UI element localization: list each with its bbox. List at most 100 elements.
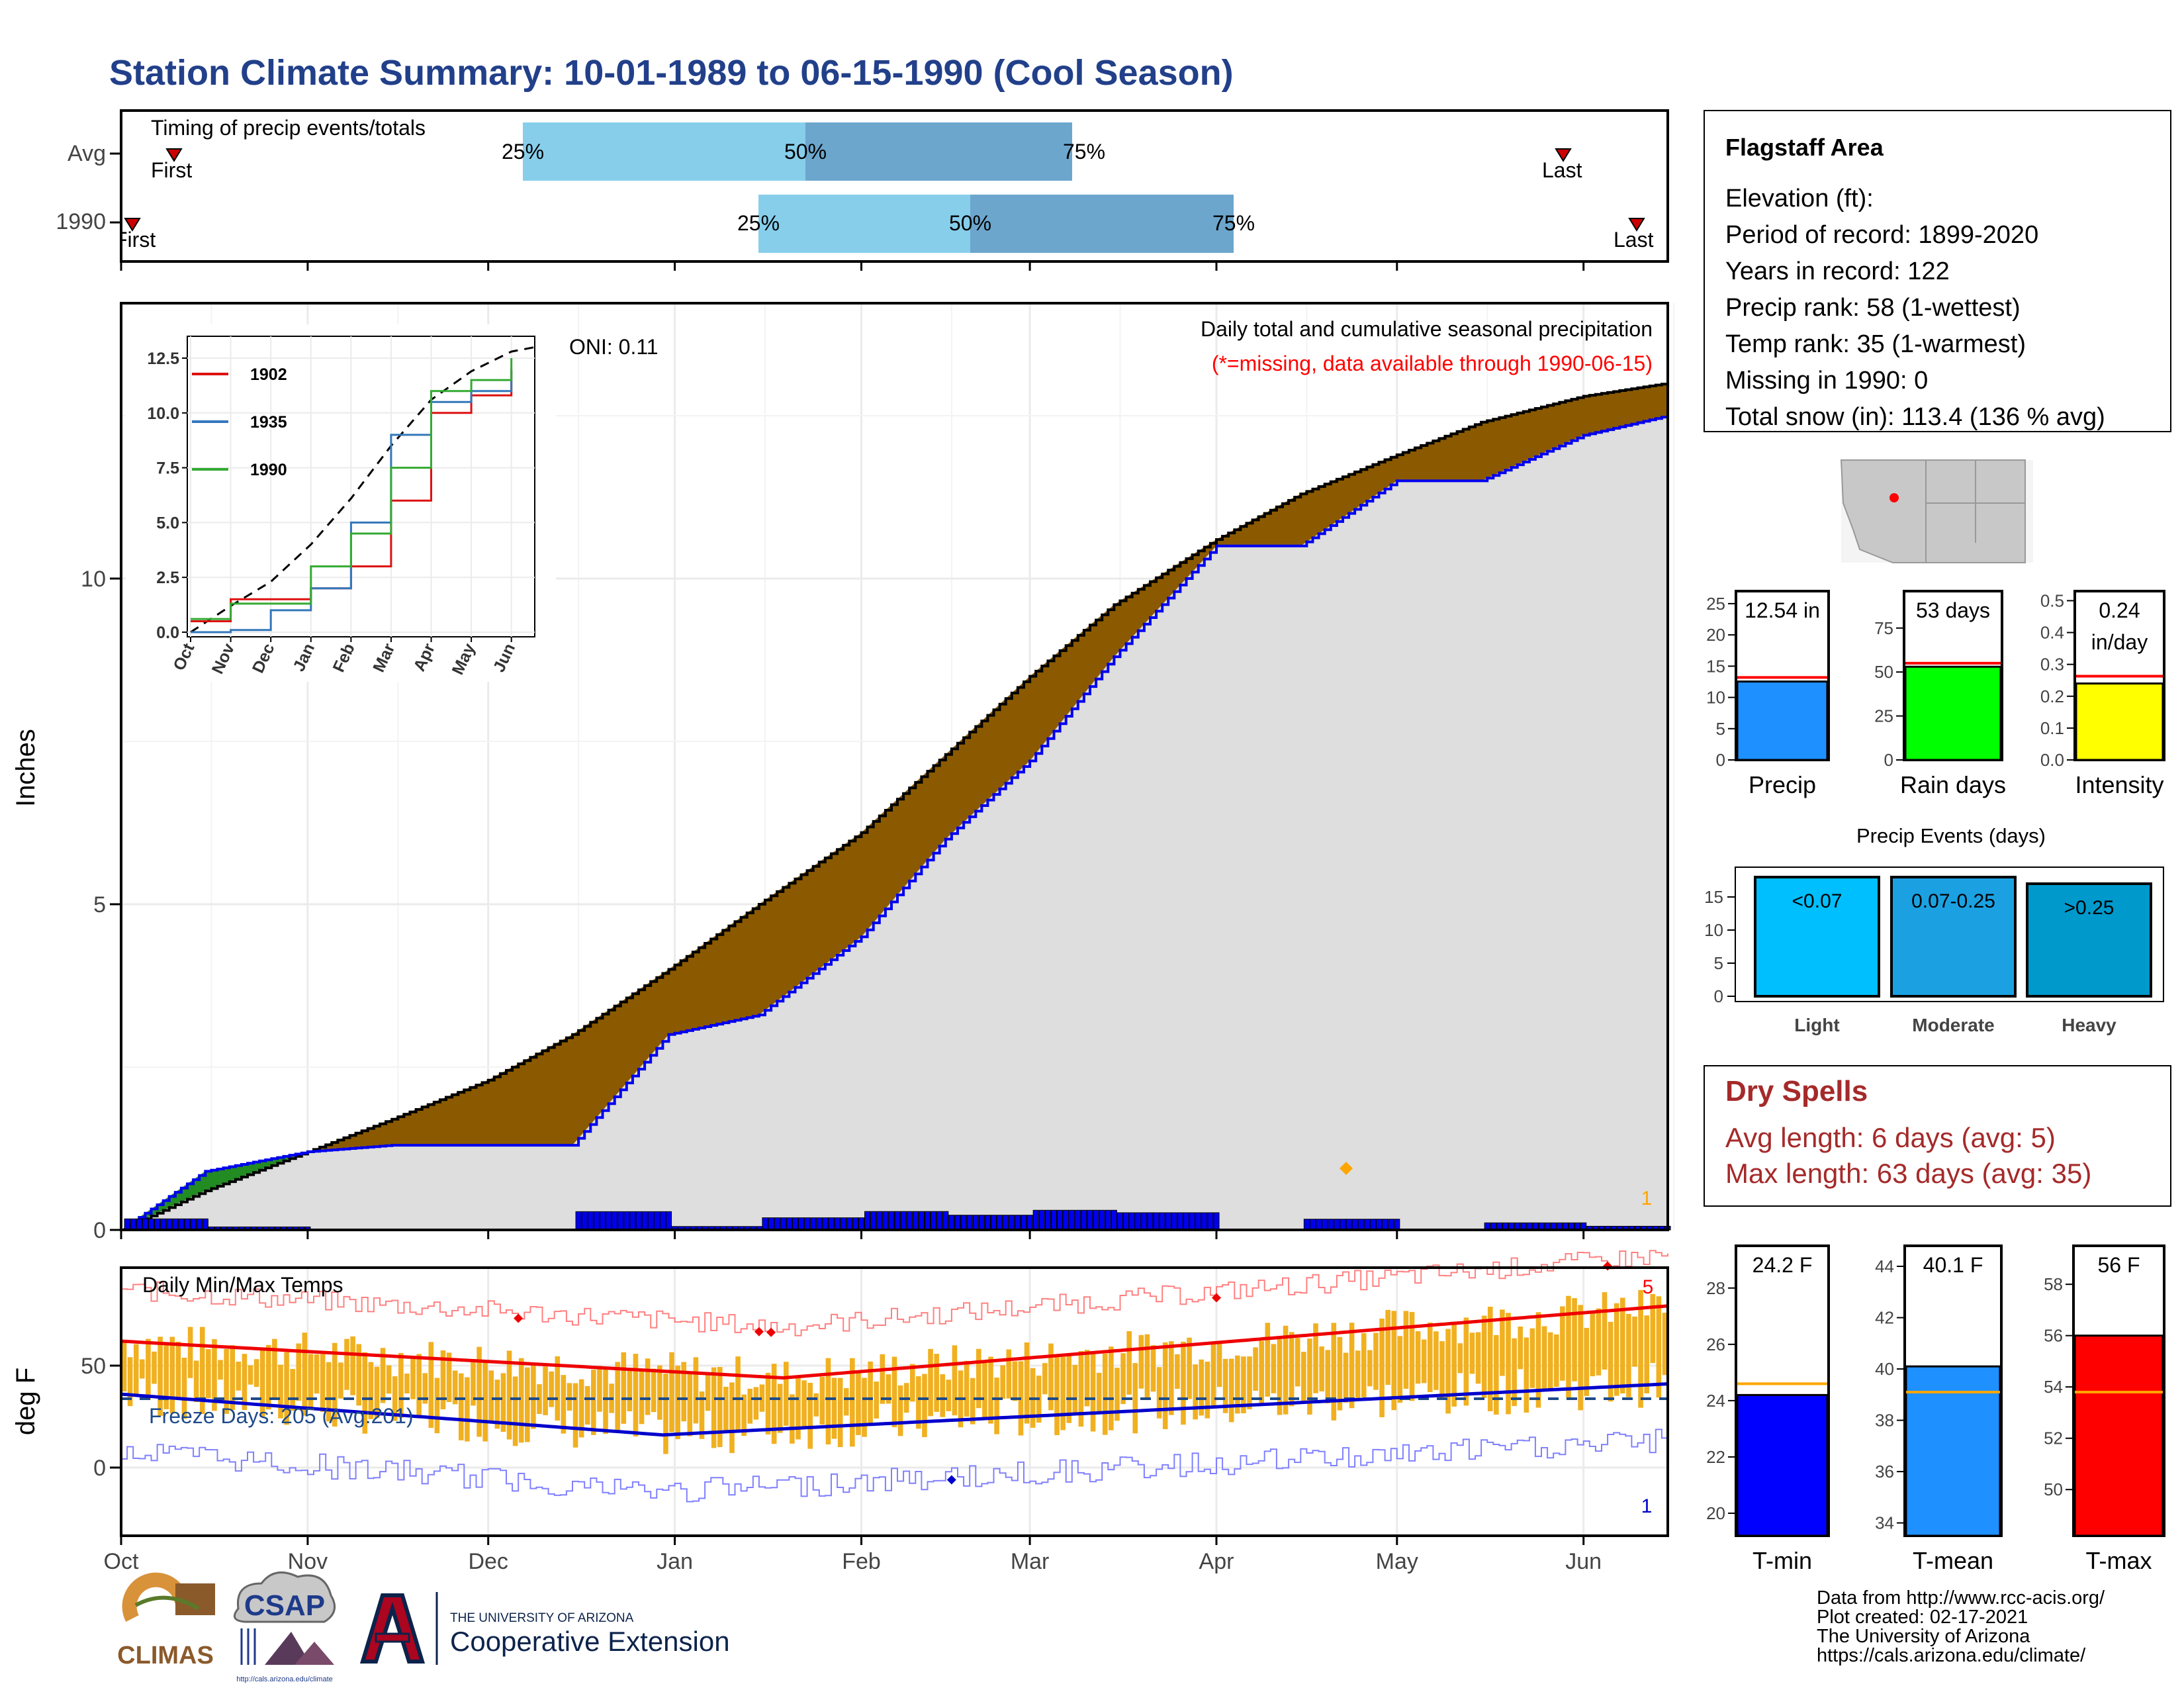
temp-range-bar xyxy=(422,1373,428,1404)
daily-precip-bar xyxy=(1328,1219,1334,1231)
daily-precip-bar xyxy=(184,1218,191,1231)
tick-label: 22 xyxy=(1706,1447,1725,1467)
temp-range-bar xyxy=(265,1344,271,1410)
daily-precip-bar xyxy=(1105,1209,1111,1231)
temp-range-bar xyxy=(1379,1318,1385,1417)
daily-precip-bar xyxy=(1345,1219,1352,1231)
temp-range-bar xyxy=(1373,1333,1379,1390)
inset-legend-label: 1935 xyxy=(250,413,287,432)
temp-range-bar xyxy=(1325,1350,1331,1404)
temp-range-bar xyxy=(964,1360,970,1417)
daily-precip-bar xyxy=(1159,1212,1165,1231)
daily-precip-bar xyxy=(864,1211,871,1231)
temp-range-bar xyxy=(1584,1327,1590,1396)
daily-precip-bar xyxy=(936,1211,943,1231)
daily-precip-bar xyxy=(816,1217,823,1231)
temp-range-bar xyxy=(416,1354,422,1418)
temp-range-bar xyxy=(928,1348,933,1417)
daily-precip-bar xyxy=(1177,1212,1183,1231)
temp-range-bar xyxy=(651,1368,657,1413)
inset-ytick-label: 2.5 xyxy=(156,569,179,587)
ua-line2: Cooperative Extension xyxy=(450,1626,730,1657)
daily-precip-bar xyxy=(804,1217,811,1231)
temp-range-bar xyxy=(296,1343,302,1401)
tick-label: 36 xyxy=(1875,1462,1894,1481)
temp-range-bar xyxy=(356,1344,361,1406)
daily-precip-bar xyxy=(1340,1219,1346,1231)
temp-range-bar xyxy=(1301,1352,1306,1403)
daily-precip-bar xyxy=(612,1211,618,1231)
daily-precip-bar xyxy=(978,1215,985,1231)
info-precip-rank: Precip rank: 58 (1-wettest) xyxy=(1725,294,2021,322)
daily-precip-bar xyxy=(136,1218,142,1231)
precip-events-chart: Precip Events (days) <0.07 Light 0.07-0.25… xyxy=(1704,824,2164,1035)
temp-range-bar xyxy=(224,1348,229,1414)
temp-range-bar xyxy=(891,1356,897,1428)
tick-label: 38 xyxy=(1875,1411,1894,1430)
inset-series-line xyxy=(191,358,513,620)
daily-precip-bar xyxy=(653,1211,660,1231)
temp-range-bar xyxy=(994,1378,999,1434)
temp-range-bar xyxy=(970,1378,976,1425)
temp-range-bar xyxy=(723,1386,729,1431)
temp-range-bar xyxy=(645,1358,651,1415)
daily-precip-bar xyxy=(918,1211,925,1231)
temp-range-bar xyxy=(1506,1313,1511,1415)
temp-range-bar xyxy=(1253,1347,1258,1391)
temp-range-bar xyxy=(1535,1312,1541,1408)
avg-cumulative-line xyxy=(121,383,1669,1231)
temp-range-bar xyxy=(1090,1353,1096,1432)
y1990-p50: 50% xyxy=(949,211,991,235)
temp-range-bar xyxy=(236,1361,242,1391)
daily-precip-bar xyxy=(822,1217,829,1231)
daily-precip-bar xyxy=(792,1217,799,1231)
precip-ytick-label: 0 xyxy=(93,1218,106,1243)
temp-range-bar xyxy=(253,1359,259,1387)
daily-precip-bar xyxy=(599,1211,606,1231)
location-map xyxy=(1840,459,2033,563)
month-tick-label: Jan xyxy=(657,1549,693,1574)
temp-range-bar xyxy=(627,1370,633,1411)
climas-text: CLIMAS xyxy=(117,1642,214,1669)
temp-range-bar xyxy=(705,1374,711,1411)
y1990-p25: 25% xyxy=(737,211,780,235)
tick-label: 44 xyxy=(1875,1256,1894,1276)
temp-range-bar xyxy=(741,1394,747,1436)
temp-range-bar xyxy=(1042,1363,1048,1395)
bar-value-text: 24.2 F xyxy=(1752,1253,1813,1277)
temp-range-bar xyxy=(1487,1306,1493,1411)
daily-precip-bar xyxy=(1153,1212,1160,1231)
inset-ytick-label: 12.5 xyxy=(147,350,179,368)
daily-precip-bar xyxy=(1363,1219,1370,1231)
daily-precip-bar xyxy=(1309,1219,1316,1231)
raindays-bar-chart: 0 25 50 75 53 days Rain days xyxy=(1874,590,2006,798)
temp-range-bar xyxy=(1385,1309,1390,1385)
temp-range-bar xyxy=(1439,1341,1445,1398)
temp-range-bar xyxy=(1024,1342,1030,1424)
daily-precip-bar xyxy=(984,1215,991,1231)
event-bar xyxy=(1754,876,1880,998)
y1990-first-label: First xyxy=(114,228,156,252)
temp-range-bar xyxy=(344,1338,349,1390)
daily-temp-range-bars xyxy=(121,1289,1668,1454)
daily-precip-bar xyxy=(575,1211,582,1231)
temp-range-bar xyxy=(368,1362,374,1419)
timing-label: Timing of precip events/totals xyxy=(151,116,426,140)
info-snow: Total snow (in): 113.4 (136 % avg) xyxy=(1725,403,2105,431)
min-record-count: 1 xyxy=(1641,1495,1653,1517)
temp-range-bar xyxy=(1415,1331,1421,1384)
temp-range-bar xyxy=(1241,1356,1246,1414)
temp-range-bar xyxy=(1126,1331,1132,1395)
daily-precip-bar xyxy=(894,1211,901,1231)
temp-range-bar xyxy=(1109,1346,1114,1430)
temp-range-bar xyxy=(146,1338,151,1400)
daily-precip-bar xyxy=(828,1217,835,1231)
temp-range-bar xyxy=(1313,1323,1318,1393)
record-high-marker xyxy=(754,1327,764,1336)
temp-range-bar xyxy=(639,1370,645,1425)
daily-precip-bar xyxy=(124,1218,130,1231)
daily-precip-bar xyxy=(1050,1209,1058,1231)
missing-count: 1 xyxy=(1641,1188,1653,1209)
bar-fill xyxy=(1904,665,2002,761)
daily-precip-bar xyxy=(942,1211,949,1231)
